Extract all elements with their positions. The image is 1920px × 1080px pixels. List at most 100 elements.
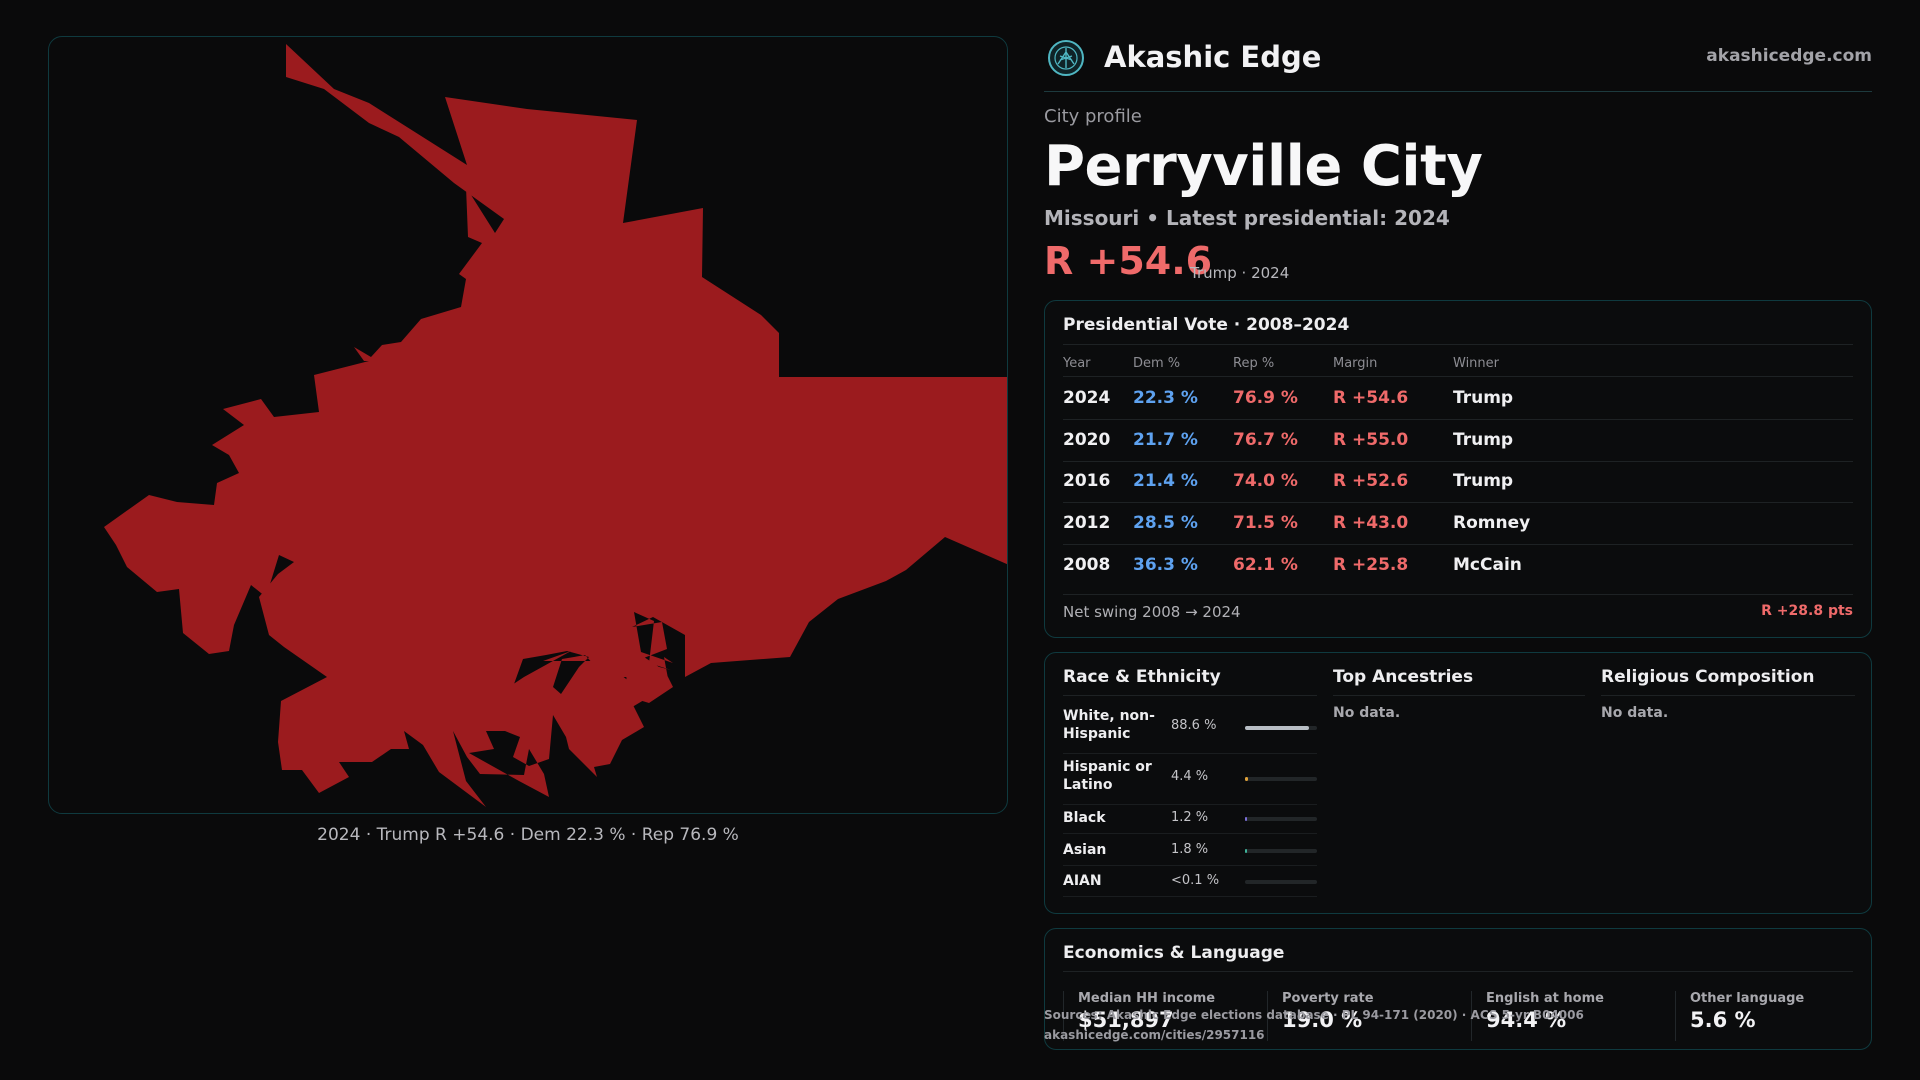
- divider: [1333, 695, 1585, 696]
- city-subtitle: Missouri • Latest presidential: 2024: [1044, 206, 1450, 230]
- divider: [1063, 896, 1317, 897]
- race-bar-fill: [1245, 849, 1248, 853]
- stat-label: Poverty rate: [1282, 991, 1374, 1006]
- presidential-vote-card: Presidential Vote · 2008–2024 Year Dem %…: [1044, 300, 1872, 638]
- ancestries-title: Top Ancestries: [1333, 667, 1474, 687]
- race-bar-fill: [1245, 817, 1248, 821]
- race-row: White, non-Hispanic 88.6 %: [1063, 707, 1317, 754]
- religion-empty: No data.: [1601, 705, 1669, 721]
- city-map[interactable]: [48, 36, 1008, 814]
- race-value: 1.8 %: [1171, 842, 1209, 857]
- city-boundary-map: [104, 44, 1007, 807]
- row-winner: McCain: [1453, 555, 1522, 575]
- divider: [1063, 804, 1317, 805]
- race-label: Asian: [1063, 842, 1107, 858]
- row-dem: 28.5 %: [1133, 513, 1198, 533]
- row-rep: 62.1 %: [1233, 555, 1298, 575]
- header-rep: Rep %: [1233, 356, 1275, 371]
- row-year: 2012: [1063, 513, 1111, 533]
- row-winner: Trump: [1453, 430, 1514, 450]
- stat-value: 94.4 %: [1486, 1008, 1567, 1032]
- stat-median-income: Median HH income $51,897: [1063, 991, 1267, 1041]
- divider: [1063, 695, 1317, 696]
- divider: [1063, 865, 1317, 866]
- net-swing-value: R +28.8 pts: [1761, 603, 1853, 619]
- row-winner: Romney: [1453, 513, 1531, 533]
- row-year: 2016: [1063, 471, 1111, 491]
- race-title: Race & Ethnicity: [1063, 667, 1221, 687]
- stat-label: Other language: [1690, 991, 1805, 1006]
- city-boundary-shape: [104, 44, 1007, 807]
- divider: [1063, 594, 1853, 595]
- net-swing: Net swing 2008 → 2024 R +28.8 pts: [1063, 603, 1853, 621]
- row-margin: R +43.0: [1333, 513, 1409, 533]
- economics-card: Economics & Language Median HH income $5…: [1044, 928, 1872, 1050]
- divider: [1601, 695, 1855, 696]
- source-link[interactable]: akashicedge.com/cities/2957116: [1044, 1028, 1265, 1042]
- row-margin: R +54.6: [1333, 388, 1409, 408]
- race-label: Hispanic or Latino: [1063, 759, 1152, 793]
- religion-title: Religious Composition: [1601, 667, 1815, 687]
- table-row: 2008 36.3 % 62.1 % R +25.8 McCain: [1063, 544, 1853, 586]
- ancestries-empty: No data.: [1333, 705, 1401, 721]
- stat-label: English at home: [1486, 991, 1604, 1006]
- profile-eyebrow: City profile: [1044, 106, 1142, 127]
- brand-header: Akashic Edge akashicedge.com: [1044, 36, 1872, 92]
- latest-margin: R +54.6: [1044, 239, 1213, 283]
- page-title: Perryville City: [1044, 134, 1483, 199]
- source-line: Sources: Akashic Edge elections database…: [1044, 1008, 1584, 1022]
- race-bar: [1245, 880, 1317, 884]
- race-bar: [1245, 777, 1317, 781]
- vote-table-header: Year Dem % Rep % Margin Winner: [1063, 352, 1853, 376]
- source-note: Sources: Akashic Edge elections database…: [1044, 1005, 1584, 1045]
- race-row: Black 1.2 %: [1063, 809, 1317, 834]
- stat-value: 19.0 %: [1282, 1008, 1363, 1032]
- stat-poverty-rate: Poverty rate 19.0 %: [1267, 991, 1471, 1041]
- race-bar: [1245, 726, 1317, 730]
- header-margin: Margin: [1333, 356, 1378, 371]
- row-year: 2020: [1063, 430, 1111, 450]
- race-row: Asian 1.8 %: [1063, 841, 1317, 866]
- row-rep: 74.0 %: [1233, 471, 1298, 491]
- divider: [1063, 344, 1853, 345]
- divider: [1063, 833, 1317, 834]
- row-margin: R +55.0: [1333, 430, 1409, 450]
- divider: [1063, 376, 1853, 377]
- row-year: 2024: [1063, 388, 1111, 408]
- header-winner: Winner: [1453, 356, 1500, 371]
- map-caption: 2024 · Trump R +54.6 · Dem 22.3 % · Rep …: [317, 825, 739, 845]
- race-value: 4.4 %: [1171, 769, 1209, 784]
- header-year: Year: [1063, 356, 1091, 371]
- row-winner: Trump: [1453, 388, 1514, 408]
- stat-other-language: Other language 5.6 %: [1675, 991, 1855, 1041]
- table-row: 2020 21.7 % 76.7 % R +55.0 Trump: [1063, 419, 1853, 461]
- economics-title: Economics & Language: [1063, 943, 1285, 963]
- row-winner: Trump: [1453, 471, 1514, 491]
- akashic-logo-icon[interactable]: [1048, 40, 1084, 76]
- row-margin: R +25.8: [1333, 555, 1409, 575]
- row-year: 2008: [1063, 555, 1111, 575]
- divider: [1063, 753, 1317, 754]
- race-label: Black: [1063, 810, 1106, 826]
- brand-url-link[interactable]: akashicedge.com: [1706, 46, 1872, 66]
- net-swing-label: Net swing 2008 → 2024: [1063, 603, 1241, 621]
- race-value: 88.6 %: [1171, 718, 1217, 733]
- religion-section: Religious Composition No data.: [1601, 653, 1855, 915]
- race-bar: [1245, 817, 1317, 821]
- brand-name[interactable]: Akashic Edge: [1104, 40, 1322, 74]
- stat-label: Median HH income: [1078, 991, 1216, 1006]
- race-label: AIAN: [1063, 873, 1102, 889]
- row-rep: 71.5 %: [1233, 513, 1298, 533]
- stat-value: $51,897: [1078, 1008, 1174, 1032]
- race-value: 1.2 %: [1171, 810, 1209, 825]
- race-row: Hispanic or Latino 4.4 %: [1063, 758, 1317, 805]
- row-rep: 76.9 %: [1233, 388, 1298, 408]
- demographics-card: Race & Ethnicity White, non-Hispanic 88.…: [1044, 652, 1872, 914]
- stat-english-home: English at home 94.4 %: [1471, 991, 1675, 1041]
- race-bar-fill: [1245, 726, 1309, 730]
- divider: [1063, 419, 1853, 420]
- divider: [1063, 544, 1853, 545]
- row-margin: R +52.6: [1333, 471, 1409, 491]
- race-label: White, non-Hispanic: [1063, 708, 1155, 742]
- ancestries-section: Top Ancestries No data.: [1333, 653, 1585, 915]
